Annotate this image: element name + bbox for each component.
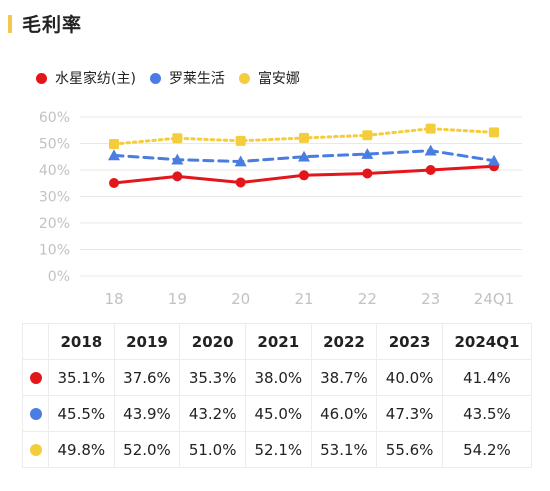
row-key-cell <box>22 359 49 396</box>
table-cell: 47.3% <box>376 395 443 432</box>
data-point-1 <box>171 153 184 165</box>
table-cell: 46.0% <box>310 395 378 432</box>
table-cell: 41.4% <box>441 359 533 396</box>
legend-label: 罗莱生活 <box>168 71 225 87</box>
data-point-1 <box>298 150 310 162</box>
table-cell: 51.0% <box>179 431 246 468</box>
data-point-2 <box>489 127 499 138</box>
legend-marker-icon <box>149 72 161 84</box>
data-point-1 <box>488 154 500 166</box>
x-tick-label: 23 <box>421 290 440 308</box>
data-point-0 <box>425 165 436 175</box>
row-key-cell <box>22 395 49 432</box>
table-cell: 40.0% <box>376 359 443 396</box>
data-point-2 <box>299 132 309 143</box>
x-tick-label: 24Q1 <box>474 290 514 308</box>
y-tick-label: 20% <box>39 216 70 232</box>
data-point-1 <box>361 148 374 159</box>
table-cell: 35.3% <box>179 359 246 396</box>
table-row: 49.8% 52.0% 51.0% 52.1% 53.1% 55.6% 54.2… <box>22 431 533 468</box>
page-title: 毛利率 <box>22 14 83 36</box>
legend-marker-icon <box>238 72 250 84</box>
table-cell: 49.8% <box>48 431 115 468</box>
data-point-2 <box>425 123 436 134</box>
table-header-cell: 2020 <box>179 323 246 360</box>
legend-marker-icon <box>36 72 47 84</box>
table-cell: 37.6% <box>113 359 181 396</box>
line-chart: 0% 10% 20% 30% 40% 50% 60% 18 19 20 21 22 23 24Q1 <box>39 110 522 308</box>
data-point-2 <box>172 133 183 144</box>
chart-legend: 水星家纺(主) 罗莱生活 富安娜 <box>36 68 314 88</box>
data-point-0 <box>362 168 373 179</box>
table-cell: 43.2% <box>179 395 246 432</box>
data-point-2 <box>235 135 246 146</box>
table-header-cell: 2018 <box>48 323 115 360</box>
table-header-cell: 2023 <box>376 323 443 360</box>
table-header-cell: 2021 <box>244 323 312 360</box>
table-corner-cell <box>22 323 49 360</box>
table-row: 35.1% 37.6% 35.3% 38.0% 38.7% 40.0% 41.4… <box>22 359 533 396</box>
y-tick-label: 0% <box>48 269 70 285</box>
data-point-1 <box>424 144 437 156</box>
y-tick-label: 50% <box>39 137 70 153</box>
table-cell: 45.5% <box>48 395 115 432</box>
title-accent-bar <box>8 15 12 33</box>
table-header-row: 2018 2019 2020 2021 2022 2023 2024Q1 <box>22 323 533 360</box>
table-row: 45.5% 43.9% 43.2% 45.0% 46.0% 47.3% 43.5… <box>22 395 533 432</box>
table-cell: 45.0% <box>244 395 312 432</box>
x-tick-label: 21 <box>294 290 313 308</box>
table-cell: 43.9% <box>113 395 181 432</box>
table-header-cell: 2022 <box>310 323 378 360</box>
x-tick-label: 18 <box>104 290 123 308</box>
legend-item-series-2: 富安娜 <box>238 68 300 88</box>
data-point-1 <box>234 155 247 167</box>
data-point-0 <box>235 177 246 188</box>
y-tick-label: 60% <box>39 110 70 126</box>
x-tick-label: 19 <box>168 290 187 308</box>
y-tick-label: 30% <box>39 190 70 206</box>
table-cell: 52.0% <box>113 431 181 468</box>
legend-label: 水星家纺(主) <box>55 71 136 87</box>
x-tick-label: 20 <box>231 290 250 308</box>
table-cell: 52.1% <box>244 431 312 468</box>
table-header-cell: 2019 <box>113 323 181 360</box>
data-point-1 <box>108 149 120 161</box>
table-header-cell: 2024Q1 <box>441 323 533 360</box>
y-tick-label: 40% <box>39 163 70 179</box>
series-dot-icon <box>29 372 42 384</box>
legend-label: 富安娜 <box>257 71 300 87</box>
table-cell: 35.1% <box>48 359 115 396</box>
x-tick-label: 22 <box>358 290 377 308</box>
data-point-2 <box>362 130 373 141</box>
series-dot-icon <box>29 408 42 420</box>
table-cell: 43.5% <box>441 395 533 432</box>
table-cell: 38.7% <box>310 359 378 396</box>
row-key-cell <box>22 431 49 468</box>
legend-item-series-0: 水星家纺(主) <box>36 68 136 88</box>
y-tick-label: 10% <box>39 243 70 259</box>
data-point-2 <box>109 139 119 150</box>
table-cell: 38.0% <box>244 359 312 396</box>
table-cell: 55.6% <box>376 431 443 468</box>
table-cell: 54.2% <box>441 431 533 468</box>
data-point-0 <box>109 177 119 188</box>
series-dot-icon <box>29 444 42 456</box>
legend-item-series-1: 罗莱生活 <box>149 68 225 88</box>
data-point-0 <box>172 171 183 182</box>
data-table: 2018 2019 2020 2021 2022 2023 2024Q1 35.… <box>22 323 533 468</box>
table-cell: 53.1% <box>310 431 378 468</box>
data-point-0 <box>299 170 309 181</box>
